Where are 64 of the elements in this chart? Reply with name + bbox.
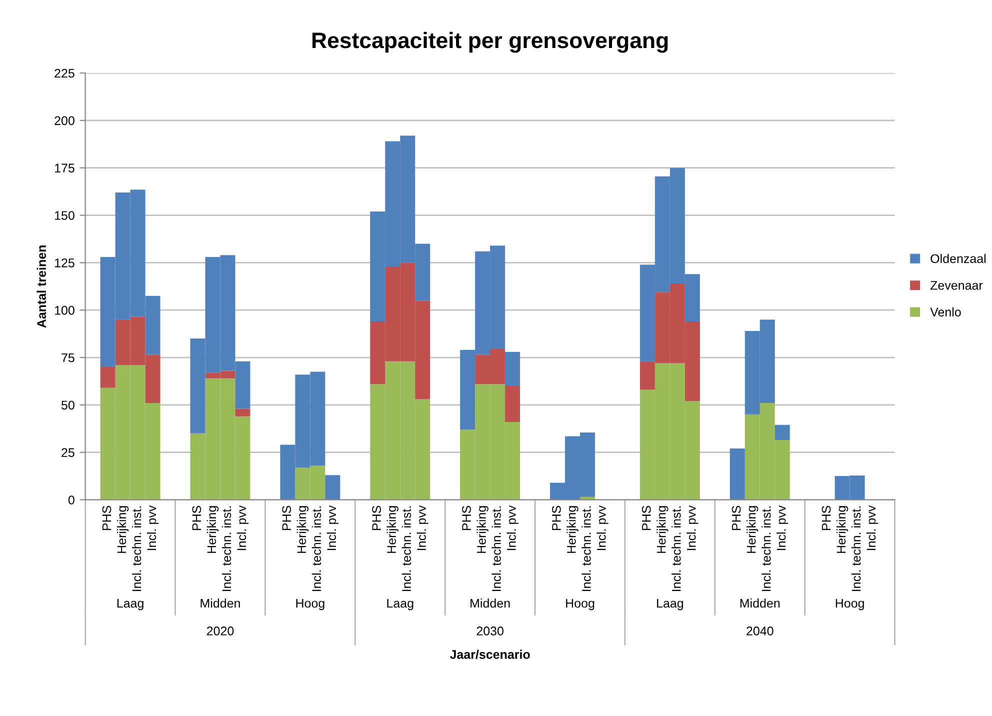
y-tick-label: 200: [54, 116, 74, 126]
y-tick-label: 0: [68, 496, 74, 504]
text: Midden: [200, 598, 240, 608]
x-tick-label: Herijking: [296, 506, 308, 553]
y-tick-label: 175: [54, 164, 74, 173]
text: 2020: [206, 626, 234, 636]
text: Hoog: [836, 598, 864, 610]
x-tick-label: Herijking: [386, 506, 398, 553]
x-tick-label: Herijking: [206, 506, 219, 553]
x-tick-label: PHS: [462, 506, 471, 530]
y-tick-label: 100: [54, 306, 74, 315]
x-tick-label: Incl. pvv: [596, 505, 608, 550]
x-tick-label: Herijking: [656, 506, 668, 553]
x-tick-label: Incl. techn. inst.: [492, 506, 501, 592]
x-tick-label: PHS: [282, 506, 292, 530]
x-tick-label: PHS: [732, 506, 741, 530]
x-tick-label: Incl. techn. inst.: [672, 506, 681, 592]
x-tick-label: PHS: [192, 506, 202, 530]
x-tick-label: PHS: [642, 506, 651, 530]
x-tick-label: Incl. techn. inst.: [132, 506, 142, 592]
x-tick-label: Herijking: [476, 506, 488, 553]
x-tick-label: PHS: [102, 506, 112, 530]
x-tick-label: Incl. pvv: [326, 505, 338, 550]
legend-label: Zevenaar: [930, 281, 983, 290]
x-tick-label: Incl. techn. inst.: [762, 506, 771, 592]
y-tick-label: 225: [54, 68, 74, 78]
text: Midden: [470, 598, 510, 608]
x-tick-label: Incl. pvv: [146, 505, 159, 550]
x-tick-label: PHS: [552, 506, 561, 530]
y-tick-label: 150: [54, 211, 74, 220]
y-tick-label: 125: [54, 258, 74, 268]
chart-title: Restcapaciteit per grensovergang: [312, 32, 668, 53]
text: Midden: [740, 598, 780, 608]
x-tick-label: Incl. pvv: [506, 505, 518, 550]
text: 2030: [476, 626, 504, 636]
y-tick-label: 75: [62, 353, 74, 362]
x-tick-label: Herijking: [116, 506, 129, 553]
x-tick-label: Herijking: [836, 506, 848, 553]
x-tick-label: Incl. pvv: [776, 505, 788, 550]
x-axis-title: Jaar/scenario: [450, 650, 530, 660]
x-tick-label: PHS: [822, 506, 831, 530]
text: Hoog: [296, 598, 324, 610]
text: Laag: [387, 598, 414, 610]
x-tick-label: Incl. techn. inst.: [851, 506, 861, 592]
x-tick-label: Incl. techn. inst.: [312, 506, 322, 592]
text: Laag: [117, 598, 144, 610]
x-tick-label: Herijking: [566, 506, 578, 553]
x-tick-label: Incl. techn. inst.: [402, 506, 411, 592]
y-tick-label: 25: [62, 448, 74, 458]
x-tick-label: Herijking: [746, 506, 758, 553]
y-tick-label: 50: [61, 400, 74, 410]
text: 2040: [746, 626, 774, 636]
x-tick-label: Incl. techn. inst.: [582, 506, 591, 592]
text: Laag: [657, 598, 684, 610]
x-tick-label: PHS: [372, 506, 381, 530]
y-axis-title: Aantal treinen: [36, 245, 46, 328]
text: Hoog: [566, 598, 594, 610]
legend-label: Venlo: [930, 307, 961, 317]
legend-label: Oldenzaal: [930, 254, 986, 264]
x-tick-label: Incl. pvv: [416, 505, 428, 550]
x-tick-label: Incl. pvv: [236, 505, 249, 550]
x-tick-label: Incl. techn. inst.: [222, 506, 232, 592]
x-tick-label: Incl. pvv: [866, 505, 878, 550]
x-tick-label: Incl. pvv: [686, 505, 698, 550]
